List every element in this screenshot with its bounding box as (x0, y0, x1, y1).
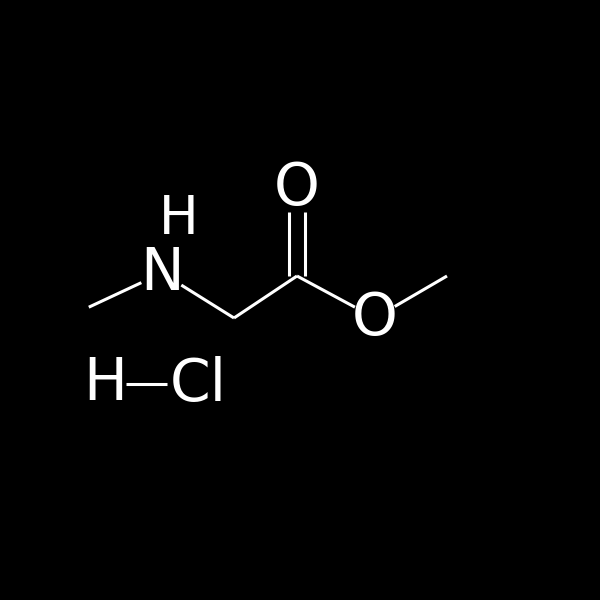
Text: O: O (352, 289, 398, 346)
Text: H: H (159, 193, 199, 245)
Text: O: O (274, 160, 320, 217)
Text: N: N (140, 245, 184, 301)
Text: H: H (83, 355, 127, 413)
Text: Cl: Cl (170, 355, 227, 413)
